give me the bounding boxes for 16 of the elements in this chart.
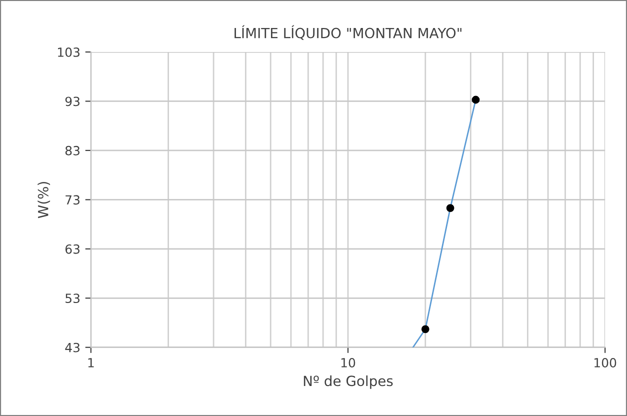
y-tick-label: 53 — [66, 294, 80, 304]
x-tick-label: 100 — [594, 358, 616, 368]
x-axis-title: Nº de Golpes — [304, 375, 393, 389]
y-tick-label: 103 — [58, 47, 80, 57]
point — [446, 204, 454, 212]
y-tick-label: 43 — [65, 342, 80, 352]
chart-title: LÍMITE LÍQUIDO "MONTAN MAYO" — [234, 25, 462, 40]
y-tick-label: 73 — [66, 195, 80, 205]
y-tick-label: 83 — [65, 146, 80, 156]
x-tick-label: 10 — [341, 358, 356, 368]
y-tick-label: 93 — [65, 96, 80, 106]
y-tick-label: 63 — [65, 244, 80, 254]
point — [472, 96, 480, 104]
y-axis-title: W(%) — [38, 182, 50, 218]
x-tick-label: 1 — [88, 358, 94, 368]
point — [421, 325, 430, 334]
